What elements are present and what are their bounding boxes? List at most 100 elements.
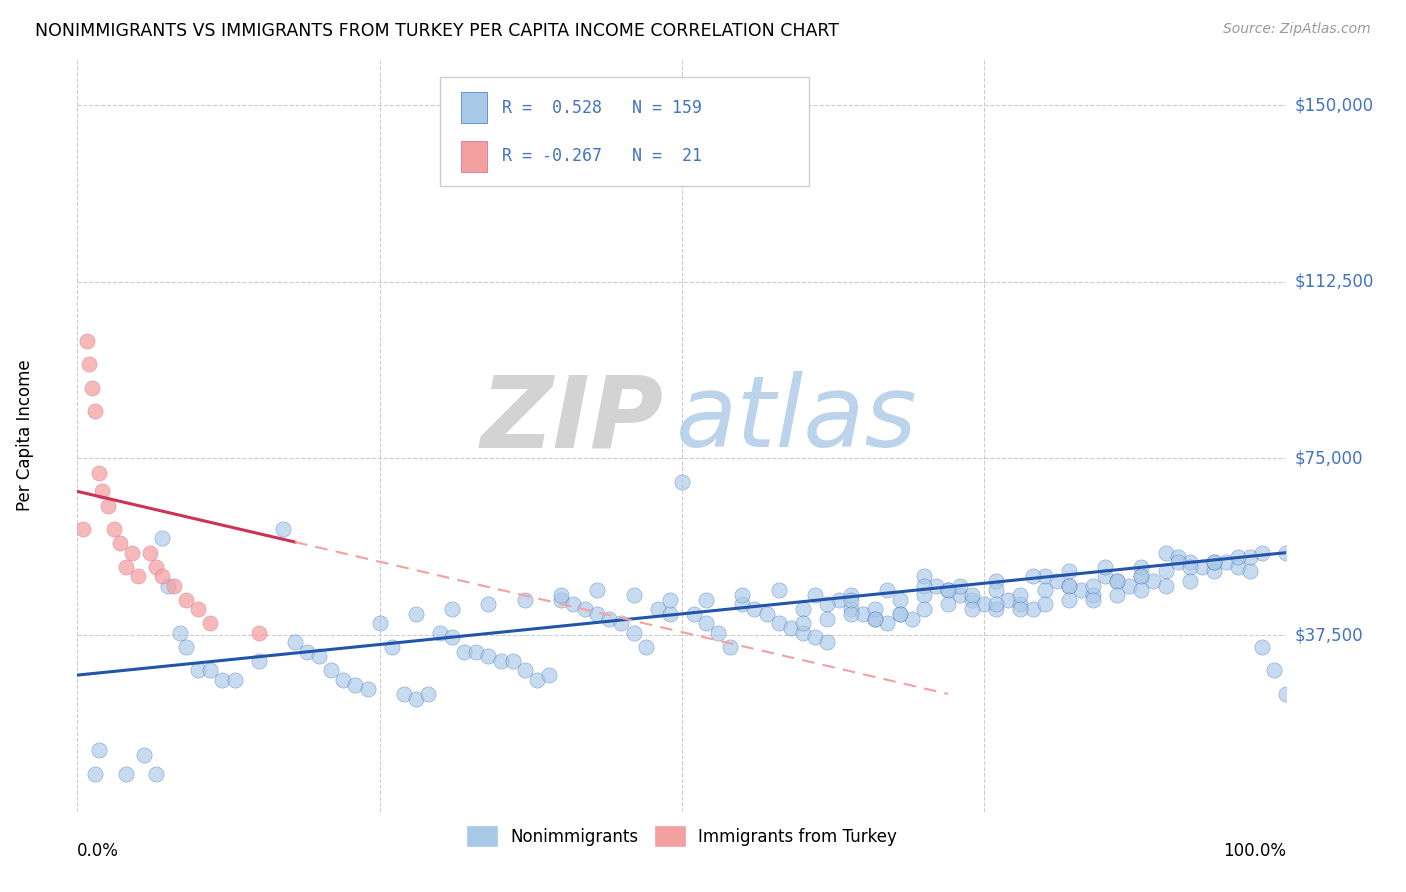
Point: [1227, 550, 1250, 565]
Bar: [461, 141, 488, 172]
Point: [114, 767, 136, 781]
Point: [163, 578, 186, 592]
Point: [1191, 559, 1213, 574]
Point: [889, 607, 911, 621]
Point: [157, 578, 180, 592]
Point: [1275, 546, 1298, 560]
Point: [804, 631, 827, 645]
Point: [145, 559, 167, 574]
Point: [1130, 559, 1153, 574]
Point: [1010, 602, 1032, 616]
Point: [658, 607, 681, 621]
Point: [429, 625, 451, 640]
Point: [839, 602, 862, 616]
Point: [1154, 546, 1177, 560]
Point: [889, 592, 911, 607]
Point: [1094, 569, 1116, 583]
Point: [368, 616, 391, 631]
Point: [804, 588, 827, 602]
Text: atlas: atlas: [676, 371, 918, 468]
Point: [441, 631, 464, 645]
Point: [623, 625, 645, 640]
Point: [912, 578, 935, 592]
Point: [574, 602, 596, 616]
Point: [477, 598, 499, 612]
Point: [1130, 583, 1153, 598]
Point: [211, 673, 233, 687]
Point: [1081, 578, 1104, 592]
Point: [405, 691, 427, 706]
Point: [1057, 565, 1080, 579]
Point: [1167, 555, 1189, 569]
Point: [986, 602, 1008, 616]
Point: [1021, 569, 1043, 583]
Point: [308, 649, 330, 664]
Point: [695, 616, 717, 631]
Point: [852, 607, 875, 621]
Point: [200, 664, 222, 678]
Point: [828, 592, 851, 607]
Point: [127, 569, 149, 583]
Point: [1202, 565, 1225, 579]
Point: [1081, 588, 1104, 602]
Point: [84, 767, 107, 781]
Point: [526, 673, 548, 687]
Point: [912, 569, 935, 583]
Point: [647, 602, 669, 616]
Point: [356, 682, 378, 697]
Point: [87, 743, 110, 757]
Point: [150, 569, 173, 583]
Point: [121, 546, 143, 560]
Point: [815, 598, 838, 612]
Point: [936, 583, 959, 598]
Point: [76, 334, 98, 348]
Point: [889, 607, 911, 621]
Point: [1010, 598, 1032, 612]
Point: [876, 583, 898, 598]
Point: [900, 611, 922, 625]
Text: $37,500: $37,500: [1295, 626, 1364, 644]
Point: [779, 621, 801, 635]
Point: [912, 602, 935, 616]
Point: [768, 616, 790, 631]
Point: [792, 616, 814, 631]
Point: [1142, 574, 1164, 588]
Point: [344, 677, 367, 691]
Point: [1057, 578, 1080, 592]
Point: [1094, 559, 1116, 574]
Point: [200, 616, 222, 631]
Point: [1154, 578, 1177, 592]
Legend: Nonimmigrants, Immigrants from Turkey: Nonimmigrants, Immigrants from Turkey: [460, 820, 904, 853]
Point: [586, 583, 609, 598]
Point: [537, 668, 560, 682]
Point: [1070, 583, 1092, 598]
Point: [132, 748, 155, 763]
Point: [1033, 598, 1056, 612]
Point: [936, 583, 959, 598]
Point: [1202, 555, 1225, 569]
Point: [1033, 569, 1056, 583]
Point: [1081, 592, 1104, 607]
Point: [87, 466, 110, 480]
Text: $150,000: $150,000: [1295, 96, 1374, 114]
Point: [960, 602, 983, 616]
Point: [1118, 578, 1140, 592]
Point: [174, 640, 197, 654]
Point: [1107, 588, 1129, 602]
Point: [936, 598, 959, 612]
Text: R = -0.267   N =  21: R = -0.267 N = 21: [502, 147, 702, 165]
Point: [465, 644, 488, 658]
Point: [284, 635, 307, 649]
Point: [332, 673, 354, 687]
Bar: [461, 92, 488, 123]
Point: [1130, 569, 1153, 583]
Point: [405, 607, 427, 621]
Point: [839, 607, 862, 621]
Point: [1239, 550, 1261, 565]
Point: [671, 475, 693, 489]
Point: [1154, 565, 1177, 579]
Point: [815, 635, 838, 649]
Point: [1178, 555, 1201, 569]
Point: [416, 687, 439, 701]
Point: [187, 602, 209, 616]
